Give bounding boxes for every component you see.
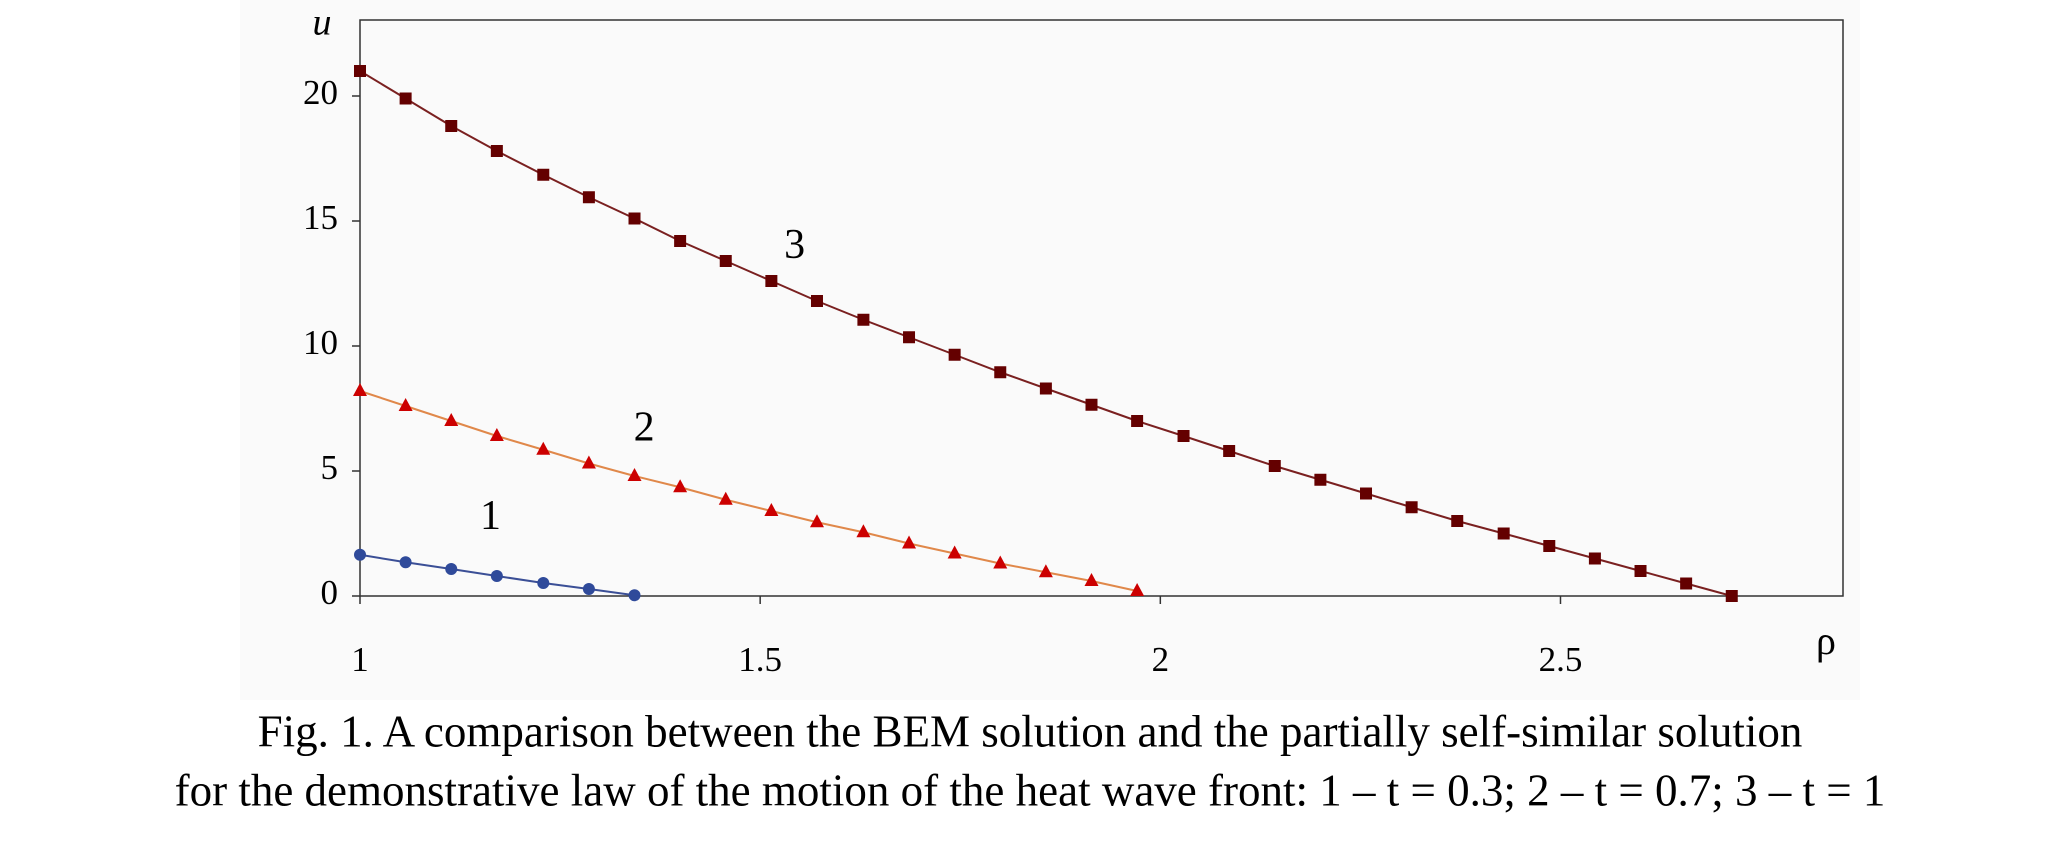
point bbox=[902, 535, 917, 549]
x-tick-label: 1 bbox=[351, 640, 369, 679]
y-tick-label: 20 bbox=[303, 73, 338, 112]
point bbox=[1588, 552, 1601, 565]
annotation: 1 bbox=[480, 493, 501, 539]
point bbox=[764, 503, 779, 516]
point bbox=[1268, 460, 1281, 472]
point bbox=[993, 555, 1008, 569]
chart-background bbox=[240, 0, 1860, 700]
caption: Fig. 1. A comparison between the BEM sol… bbox=[258, 706, 1803, 756]
point bbox=[353, 383, 367, 396]
series-line bbox=[359, 390, 1138, 592]
point bbox=[627, 468, 642, 481]
point bbox=[1131, 415, 1144, 427]
annotation: 3 bbox=[784, 222, 805, 268]
point bbox=[674, 235, 687, 247]
x-tick-label: 1.5 bbox=[738, 640, 782, 679]
point bbox=[628, 589, 641, 602]
point bbox=[1634, 565, 1647, 577]
point bbox=[490, 570, 503, 582]
point bbox=[673, 479, 688, 493]
point bbox=[718, 491, 733, 505]
point bbox=[445, 563, 458, 575]
point bbox=[810, 295, 823, 307]
plot-frame bbox=[359, 19, 1844, 597]
point bbox=[765, 275, 778, 287]
caption: for the demonstrative law of the motion … bbox=[175, 765, 1886, 815]
point bbox=[1543, 540, 1556, 552]
x-axis-label: ρ bbox=[1816, 618, 1836, 663]
point bbox=[948, 348, 961, 361]
point bbox=[857, 313, 870, 326]
point bbox=[1360, 487, 1373, 500]
point bbox=[1039, 382, 1052, 395]
point bbox=[490, 145, 503, 157]
point bbox=[1084, 573, 1099, 586]
y-tick-label: 5 bbox=[321, 448, 339, 487]
point bbox=[1405, 501, 1418, 514]
point bbox=[947, 545, 962, 559]
point bbox=[582, 583, 595, 595]
point bbox=[809, 514, 824, 528]
point bbox=[445, 120, 458, 132]
point bbox=[1038, 564, 1053, 578]
point bbox=[399, 92, 412, 105]
point bbox=[1223, 445, 1236, 457]
x-tick-label: 2.5 bbox=[1539, 640, 1583, 679]
point bbox=[1451, 515, 1464, 527]
y-tick-label: 15 bbox=[303, 198, 338, 237]
point bbox=[354, 548, 366, 561]
point bbox=[354, 65, 366, 77]
annotation: 2 bbox=[634, 405, 655, 451]
point bbox=[1085, 398, 1098, 411]
point bbox=[856, 524, 871, 538]
point bbox=[719, 255, 732, 267]
point bbox=[903, 331, 916, 344]
point bbox=[1680, 577, 1693, 590]
point bbox=[1130, 583, 1145, 596]
point bbox=[994, 366, 1007, 379]
y-tick-label: 0 bbox=[321, 573, 339, 612]
x-tick-label: 2 bbox=[1152, 640, 1170, 679]
point bbox=[489, 428, 504, 441]
y-tick-label: 10 bbox=[303, 323, 338, 362]
point bbox=[399, 556, 412, 569]
point bbox=[582, 191, 595, 204]
y-axis-label: u bbox=[313, 2, 332, 44]
point bbox=[1725, 590, 1738, 602]
point bbox=[398, 398, 413, 411]
point bbox=[536, 441, 551, 455]
point bbox=[1497, 527, 1510, 540]
point bbox=[537, 168, 550, 181]
point bbox=[1177, 430, 1190, 442]
point bbox=[581, 455, 596, 469]
point bbox=[537, 577, 550, 589]
point bbox=[1314, 473, 1327, 486]
point bbox=[628, 212, 641, 225]
point bbox=[444, 413, 459, 426]
